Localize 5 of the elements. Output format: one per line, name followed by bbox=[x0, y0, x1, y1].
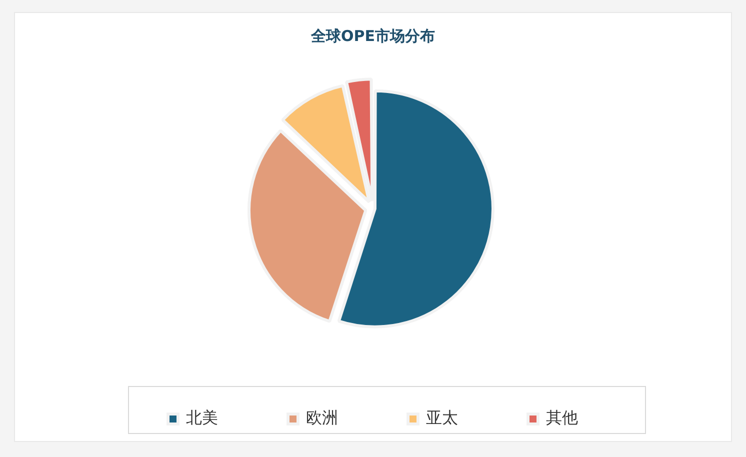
legend-label: 北美 bbox=[186, 408, 218, 428]
legend-label: 亚太 bbox=[426, 408, 458, 428]
legend-label: 其他 bbox=[546, 408, 578, 428]
legend-label: 欧洲 bbox=[306, 408, 338, 428]
chart-title: 全球OPE市场分布 bbox=[310, 26, 435, 45]
